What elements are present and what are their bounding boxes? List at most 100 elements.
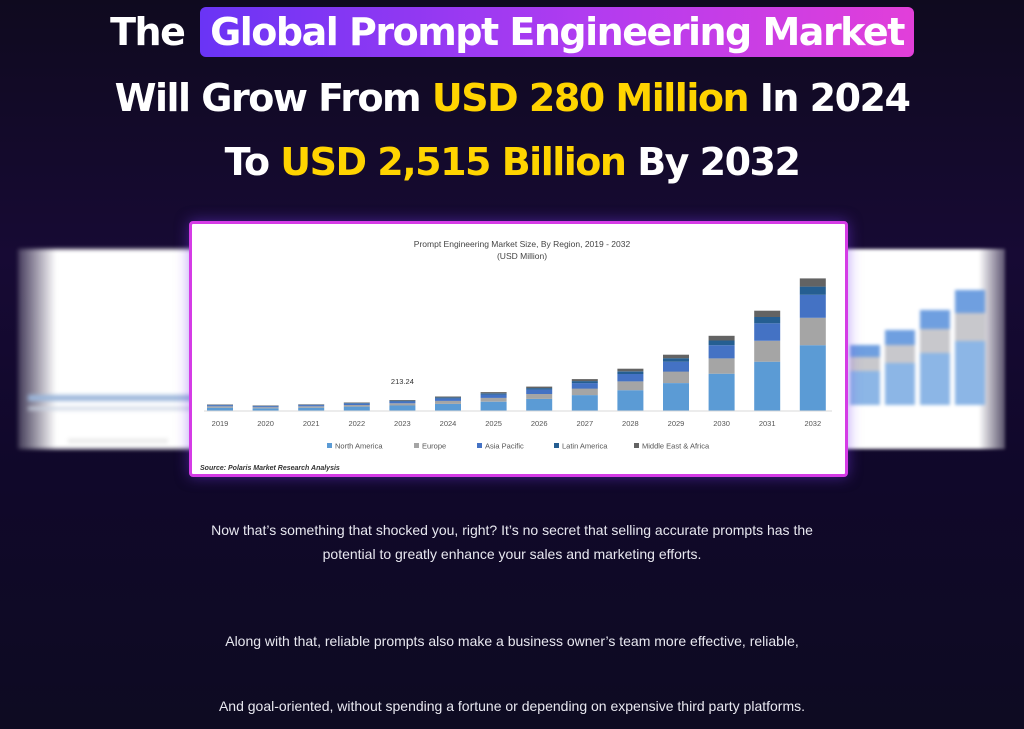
bar-segment xyxy=(663,355,689,359)
bar-segment xyxy=(526,394,552,399)
bar-segment xyxy=(207,406,233,407)
bar-segment xyxy=(481,393,507,394)
x-tick-label: 2022 xyxy=(348,419,365,428)
chart-legend: North America Europe Asia Pacific Latin Ame… xyxy=(327,442,710,451)
bar-segment xyxy=(754,311,780,317)
bar-segment xyxy=(709,358,735,373)
bar-segment xyxy=(481,395,507,398)
bar-segment xyxy=(617,390,643,411)
legend-label: Latin America xyxy=(562,442,608,451)
headline-suffix-3: By 2032 xyxy=(637,140,799,184)
bar-segment xyxy=(709,345,735,358)
bar-segment xyxy=(709,374,735,411)
bar-segment xyxy=(572,389,598,396)
headline-prefix-3: To xyxy=(225,140,269,184)
x-tick-label: 2023 xyxy=(394,419,411,428)
bar-segment xyxy=(800,278,826,286)
x-tick-label: 2020 xyxy=(257,419,274,428)
intro-paragraph: Now that’s something that shocked you, r… xyxy=(0,518,1024,566)
blurred-band xyxy=(28,407,208,410)
bar-segment xyxy=(754,362,780,411)
bar-segment xyxy=(663,383,689,411)
carousel-prev-image[interactable] xyxy=(18,249,208,449)
stacked-bar-chart: Prompt Engineering Market Size, By Regio… xyxy=(192,224,845,474)
bar-segment xyxy=(663,372,689,384)
bar-segment xyxy=(663,358,689,362)
bar-segment xyxy=(709,341,735,346)
x-tick-label: 2032 xyxy=(804,419,821,428)
legend-label: Middle East & Africa xyxy=(642,442,710,451)
bar-segment xyxy=(344,407,370,411)
legend-swatch xyxy=(634,443,639,448)
x-tick-label: 2021 xyxy=(303,419,320,428)
legend-label: Europe xyxy=(422,442,446,451)
bar-segment xyxy=(207,405,233,406)
chart-card: Prompt Engineering Market Size, By Regio… xyxy=(189,221,848,477)
x-tick-label: 2025 xyxy=(485,419,502,428)
bar-segment xyxy=(754,323,780,341)
blurred-band xyxy=(28,395,208,401)
bar-segment xyxy=(344,404,370,405)
x-tick-label: 2030 xyxy=(713,419,730,428)
chart-title: Prompt Engineering Market Size, By Regio… xyxy=(414,239,631,249)
legend-swatch xyxy=(414,443,419,448)
blurred-bar xyxy=(955,290,985,405)
bar-segment xyxy=(389,401,415,403)
bar-segment xyxy=(572,381,598,383)
x-tick-label: 2028 xyxy=(622,419,639,428)
bar-segment xyxy=(389,406,415,412)
headline-line-3: To USD 2,515 Billion By 2032 xyxy=(0,136,1024,188)
bar-segment xyxy=(344,403,370,404)
blurred-bar xyxy=(850,345,880,405)
bar-segment xyxy=(253,407,279,408)
blurred-band xyxy=(68,439,168,443)
x-tick-label: 2019 xyxy=(212,419,229,428)
x-tick-label: 2031 xyxy=(759,419,776,428)
bar-segment xyxy=(435,404,461,411)
bar-segment xyxy=(389,403,415,405)
legend-label: North America xyxy=(335,442,383,451)
bar-segment xyxy=(481,402,507,411)
bar-segment xyxy=(617,369,643,372)
bar-segment xyxy=(526,399,552,411)
bar-segment xyxy=(617,371,643,374)
headline-suffix-2: In 2024 xyxy=(760,76,910,120)
bar-segment xyxy=(572,379,598,381)
bar-segment xyxy=(481,392,507,393)
bar-segment xyxy=(253,406,279,407)
bar-segment xyxy=(344,403,370,404)
x-tick-label: 2024 xyxy=(440,419,457,428)
bar-segment xyxy=(800,287,826,295)
bar-segment xyxy=(389,401,415,402)
headline-prefix-1: The xyxy=(110,10,184,54)
bar-segment xyxy=(481,398,507,402)
x-tick-label: 2029 xyxy=(668,419,685,428)
bar-segment xyxy=(617,381,643,390)
bar-segment xyxy=(298,405,324,406)
x-tick-label: 2027 xyxy=(576,419,593,428)
headline-highlight-3: USD 2,515 Billion xyxy=(280,140,625,184)
carousel-next-image[interactable] xyxy=(830,249,1005,449)
bar-segment xyxy=(572,383,598,389)
bar-segment xyxy=(389,400,415,401)
bar-segment xyxy=(572,395,598,411)
x-tick-label: 2026 xyxy=(531,419,548,428)
bars-group: 213.24 xyxy=(207,278,826,411)
legend-swatch xyxy=(477,443,482,448)
blurred-bar xyxy=(885,330,915,405)
legend-swatch xyxy=(554,443,559,448)
bar-segment xyxy=(617,374,643,381)
legend-label: Asia Pacific xyxy=(485,442,524,451)
bar-segment xyxy=(800,318,826,345)
paragraph-3: And goal-oriented, without spending a fo… xyxy=(0,694,1024,718)
paragraph-2: Along with that, reliable prompts also m… xyxy=(0,629,1024,653)
data-label: 213.24 xyxy=(391,377,414,386)
headline-line-1: The Global Prompt Engineering Market xyxy=(0,6,1024,58)
headline-line-2: Will Grow From USD 280 Million In 2024 xyxy=(0,72,1024,124)
x-tick-labels: 2019 2020 2021 2022 2023 2024 2025 2026 2027 2028… xyxy=(212,419,821,428)
headline-prefix-2: Will Grow From xyxy=(115,76,421,120)
bar-segment xyxy=(435,397,461,398)
bar-segment xyxy=(709,336,735,341)
headline-highlight-2: USD 280 Million xyxy=(432,76,748,120)
intro-line-2: potential to greatly enhance your sales … xyxy=(0,542,1024,566)
